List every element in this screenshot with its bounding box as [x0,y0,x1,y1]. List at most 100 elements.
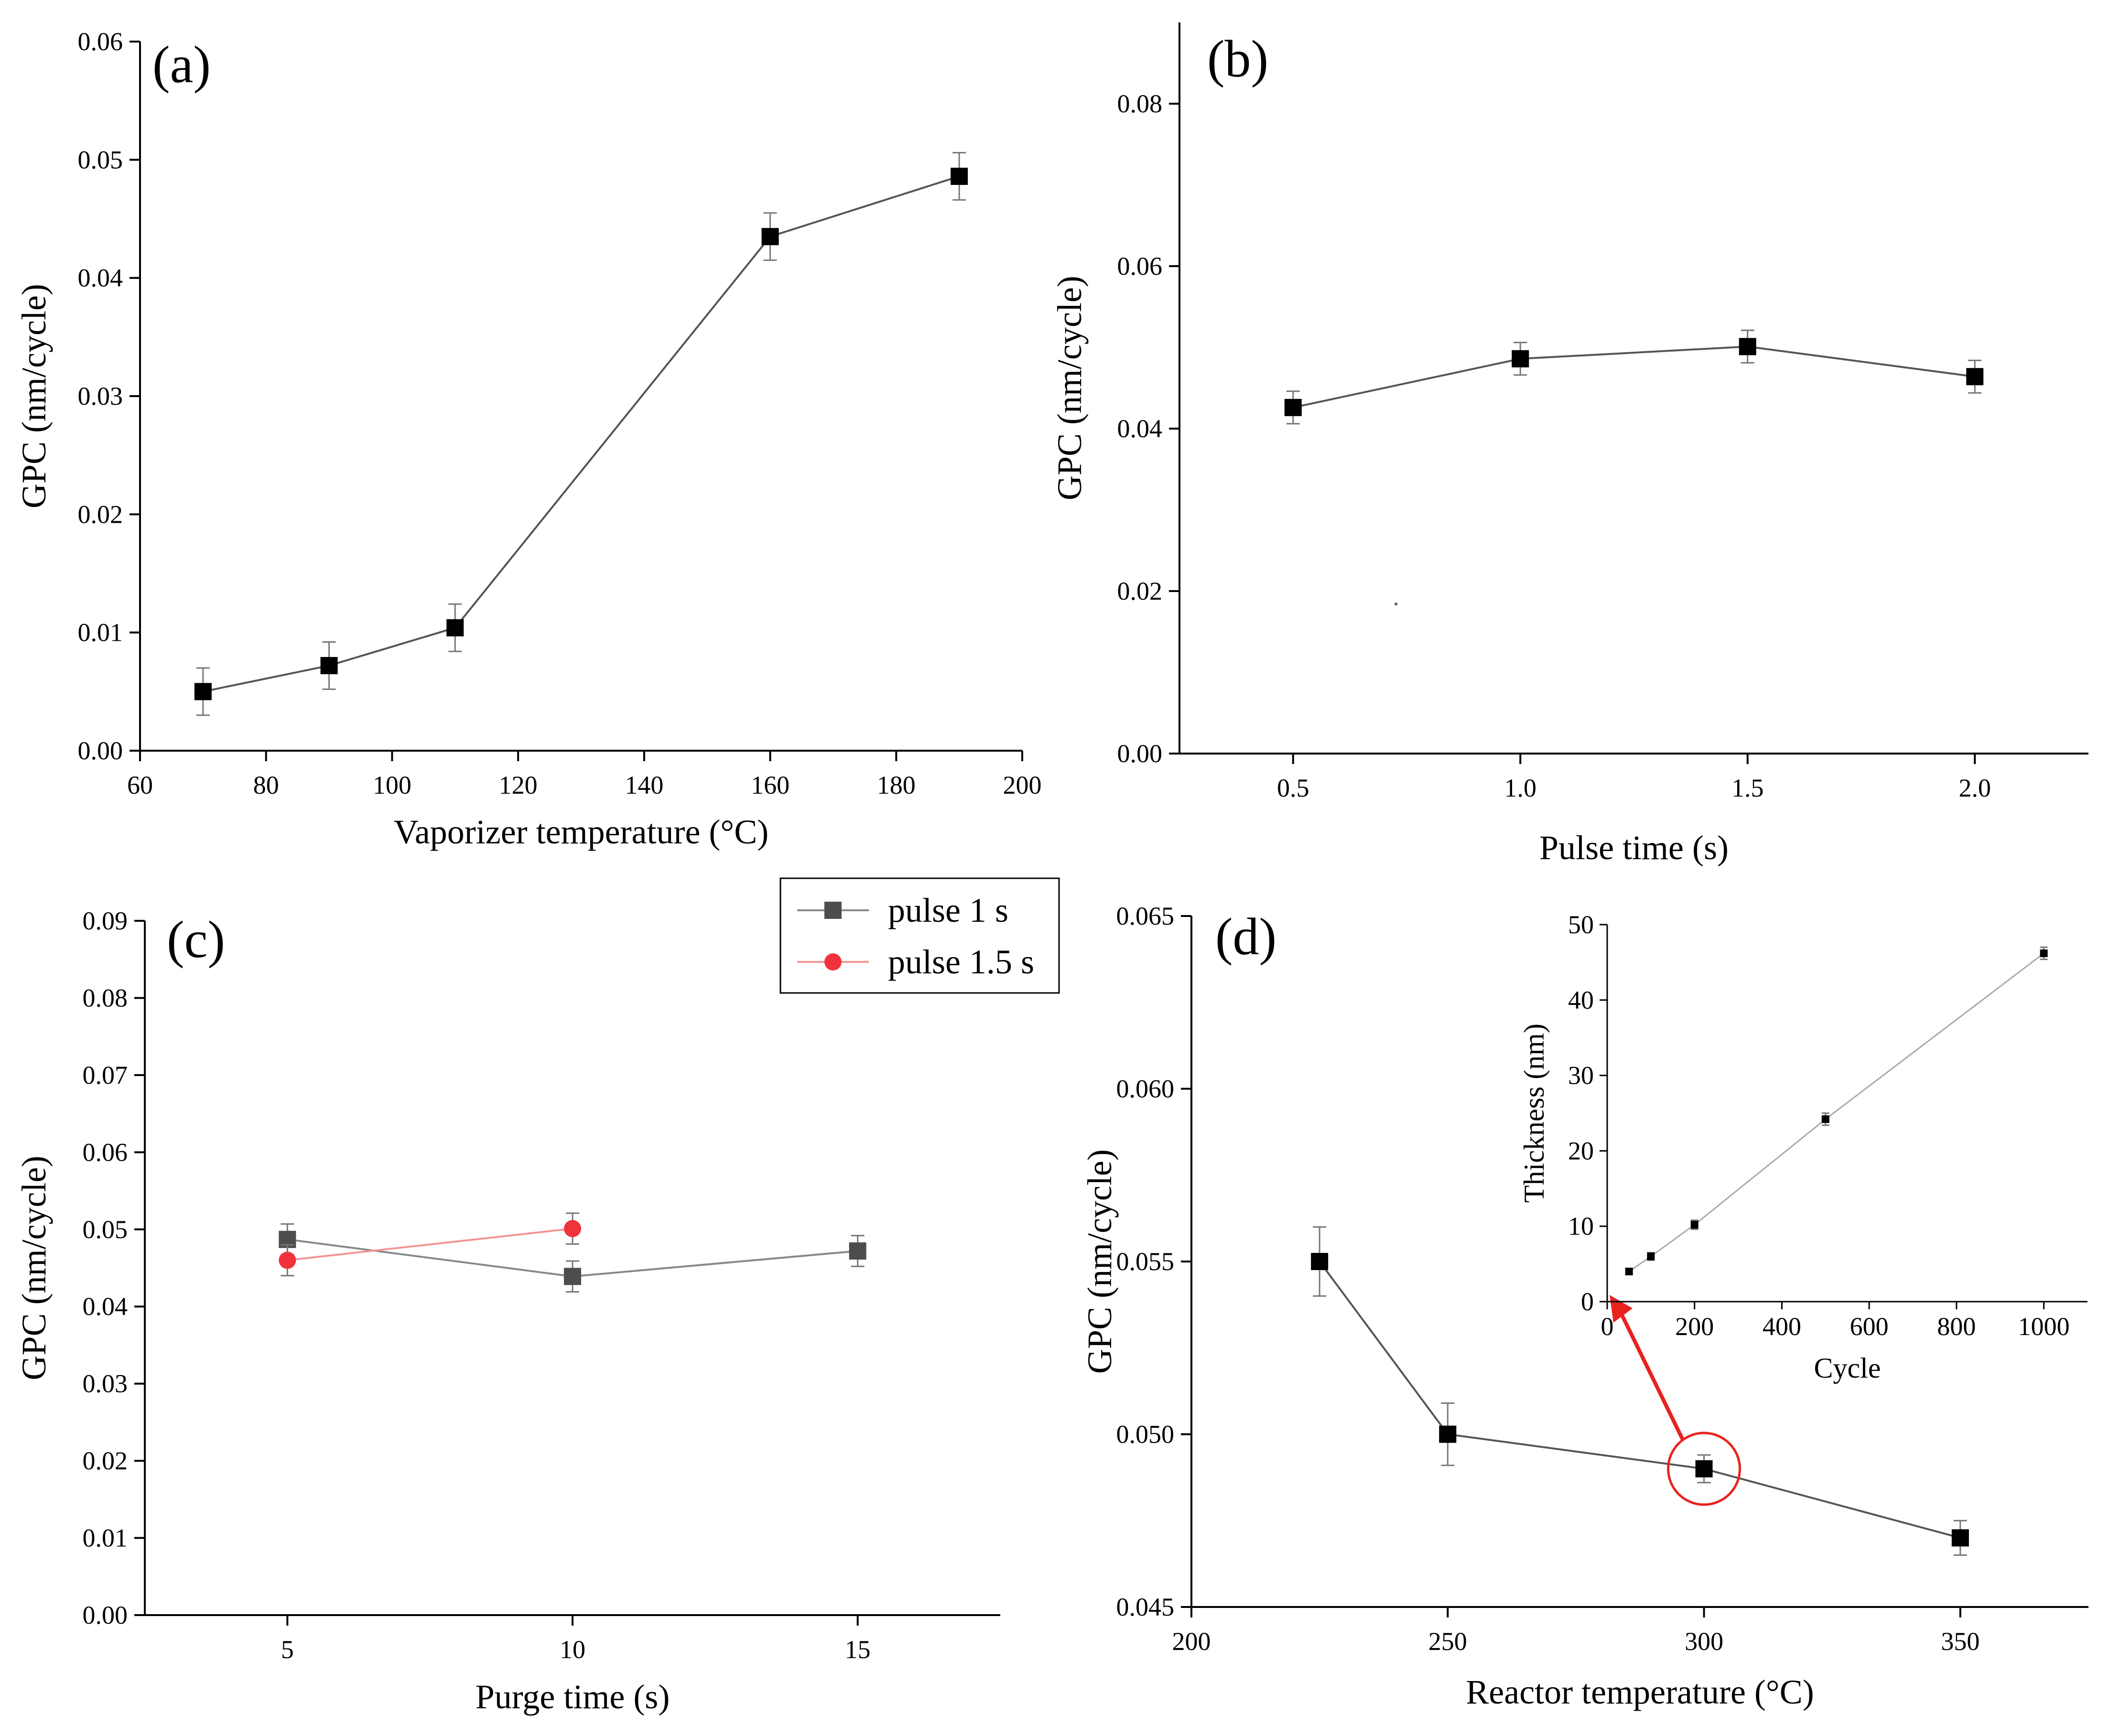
x-tick-label: 1000 [2018,1312,2070,1341]
y-tick-label: 0.08 [1117,89,1163,118]
x-tick-label: 0 [1601,1312,1614,1341]
x-axis-label: Pulse time (s) [1539,829,1729,867]
data-point [1695,1460,1713,1477]
series-line [287,1228,573,1262]
x-tick-label: 80 [253,771,279,799]
legend-marker [824,902,842,919]
x-tick-label: 140 [625,771,663,799]
y-tick-label: 0.06 [83,1138,128,1166]
series-line [1319,1261,1961,1539]
y-tick-label: 0.00 [1117,739,1163,768]
y-tick-label: 0.045 [1116,1593,1175,1621]
y-tick-label: 0.08 [83,983,128,1012]
y-tick-label: 0.02 [83,1446,128,1475]
panel-label: (c) [167,910,225,969]
highlight-arrow [1618,1310,1685,1440]
y-tick-label: 0.050 [1116,1420,1175,1449]
y-tick-label: 30 [1568,1061,1594,1090]
x-tick-label: 1.0 [1504,774,1537,802]
x-tick-label: 5 [281,1635,294,1664]
y-tick-label: 0.03 [78,382,123,410]
x-axis-label: Vaporizer temperature (°C) [394,813,768,851]
y-axis-label: GPC (nm/cycle) [1050,276,1089,500]
x-tick-label: 800 [1937,1312,1976,1341]
stray-dot [1395,603,1397,605]
x-tick-label: 250 [1428,1627,1467,1656]
inset-area [1607,925,2087,1302]
y-tick-label: 0 [1581,1287,1594,1316]
panel-label: (d) [1215,907,1276,966]
series-0 [194,151,968,716]
panel-label: (b) [1207,30,1268,88]
data-point [1951,1529,1969,1547]
y-axis-label: GPC (nm/cycle) [15,1156,53,1380]
data-point [1821,1115,1829,1123]
series-line [203,175,960,693]
x-tick-label: 100 [373,771,411,799]
y-tick-label: 20 [1568,1136,1594,1165]
y-tick-label: 0.02 [1117,577,1163,605]
x-tick-label: 160 [751,771,790,799]
y-tick-label: 0.00 [83,1601,128,1629]
x-axis-label: Reactor temperature (°C) [1466,1673,1814,1711]
data-point [279,1251,296,1269]
y-tick-label: 0.01 [83,1524,128,1553]
data-point [1439,1425,1457,1443]
legend-label: pulse 1 s [888,891,1008,929]
x-tick-label: 15 [845,1635,871,1664]
y-tick-label: 10 [1568,1212,1594,1240]
y-tick-label: 0.065 [1116,902,1175,930]
y-tick-label: 0.04 [83,1292,128,1321]
x-tick-label: 200 [1172,1627,1211,1656]
legend-label: pulse 1.5 s [888,943,1034,981]
legend: pulse 1 s pulse 1.5 s [779,877,1060,994]
panel-d: 200 250 300 3500.0450.0500.0550.0600.065Rea… [1081,902,2088,1711]
x-tick-label: 200 [1675,1312,1714,1341]
y-tick-label: 0.060 [1116,1075,1175,1103]
x-tick-label: 400 [1763,1312,1801,1341]
y-tick-label: 0.06 [78,27,123,56]
data-point [564,1268,581,1285]
data-point [1311,1253,1329,1270]
x-tick-label: 120 [499,771,538,799]
data-point [1512,350,1529,367]
series-1 [279,1212,581,1277]
y-tick-label: 0.01 [78,618,123,647]
x-tick-label: 1.5 [1731,774,1764,802]
y-tick-label: 0.05 [78,145,123,174]
y-tick-label: 0.04 [78,264,123,292]
x-tick-label: 10 [560,1635,585,1664]
x-axis-label: Cycle [1814,1352,1881,1384]
series-0 [1311,1226,1969,1556]
x-tick-label: 350 [1941,1627,1979,1656]
data-point [1690,1221,1698,1229]
series-0 [1625,946,2048,1275]
highlight-circle [1667,1432,1741,1506]
x-tick-label: 200 [1003,771,1042,799]
y-tick-label: 0.04 [1117,414,1163,443]
y-tick-label: 0.03 [83,1369,128,1398]
data-point [951,167,968,185]
y-axis-label: GPC (nm/cycle) [15,284,53,508]
data-point [446,619,464,636]
x-tick-label: 180 [877,771,916,799]
data-point [1625,1267,1633,1275]
panel-a: 60 80 100 120 140 160 180 200 0.00 0.01 0.02 0.03 0.… [15,27,1042,851]
x-axis-label: Purge time (s) [476,1678,670,1716]
data-point [1284,399,1302,416]
y-tick-label: 0.07 [83,1061,128,1089]
panel-d-inset: 0 200 400 600 800 1000 0 10 20 30 40 50 Cycle Thickne… [1518,910,2087,1384]
y-tick-label: 0.09 [83,906,128,935]
y-tick-label: 0.00 [78,736,123,765]
legend-box [779,877,1060,994]
y-tick-label: 0.05 [83,1215,128,1244]
data-point [2040,949,2048,957]
y-tick-label: 0.02 [78,500,123,528]
data-point [1647,1252,1655,1261]
data-point [194,683,212,701]
data-point [849,1242,866,1260]
y-axis-label: Thickness (nm) [1518,1024,1550,1203]
data-point [564,1220,581,1238]
panel-b: 0.5 1.0 1.5 2.0 0.00 0.02 0.04 0.06 0.08 Pulse ti… [1050,22,2088,867]
legend-marker [824,953,842,970]
